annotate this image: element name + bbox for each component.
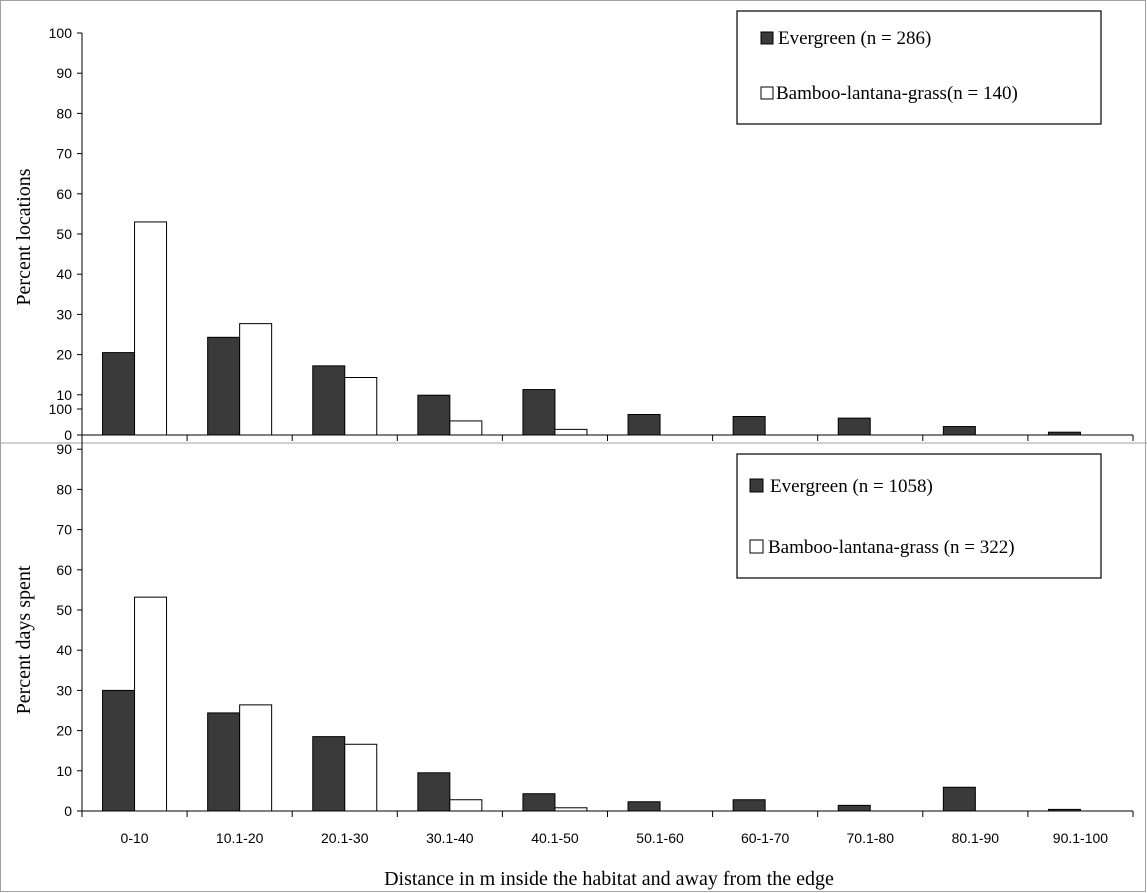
chart-top: 0 10 20 30 40 50 60 70 80 90 100 Percent locations… (13, 10, 1134, 443)
bottom-bar-bamboo-0 (134, 596, 168, 812)
bottom-category-label: 70.1-80 (847, 830, 895, 846)
bottom-xlabels: 0-10 10.1-20 20.1-30 30.1-40 40.1-50 50.1-60 6… (121, 830, 1109, 846)
bottom-bar-evergreen-3 (417, 772, 451, 812)
bottom-bar-evergreen-1 (207, 712, 241, 812)
bottom-category-label: 10.1-20 (216, 830, 264, 846)
top-ytick-label: 70 (56, 146, 72, 162)
top-bar-evergreen-2 (312, 365, 346, 436)
bottom-ylabel: Percent days spent (13, 565, 35, 714)
bottom-bar-bamboo-3 (449, 799, 483, 812)
top-ytick-label: 30 (56, 306, 72, 322)
bottom-legend-swatch-evergreen (749, 478, 764, 493)
top-legend-label-bamboo: Bamboo-lantana-grass(n = 140) (776, 83, 1018, 104)
top-bar-bamboo-4 (554, 428, 588, 436)
bottom-yticks: 0 10 20 30 40 50 60 70 80 90 100 (49, 401, 82, 819)
bottom-legend-label-evergreen: Evergreen (n = 1058) (770, 476, 933, 497)
top-bar-evergreen-8 (942, 426, 976, 436)
bottom-bar-bamboo-4 (554, 807, 588, 812)
bottom-ytick-label: 20 (56, 723, 72, 739)
bottom-ytick-label: 10 (56, 763, 72, 779)
bottom-bars (102, 596, 1081, 812)
bottom-ytick-label: 90 (56, 441, 72, 457)
bottom-category-label: 20.1-30 (321, 830, 369, 846)
top-ytick-label: 60 (56, 186, 72, 202)
top-bar-evergreen-7 (837, 417, 871, 436)
chart-bottom: 0 10 20 30 40 50 60 70 80 90 100 0-10 10.1-20 20.1-3… (13, 401, 1134, 890)
bottom-category-label: 60-1-70 (741, 830, 789, 846)
bottom-bar-evergreen-9 (1047, 808, 1081, 812)
bottom-category-label: 30.1-40 (426, 830, 474, 846)
top-ytick-label: 40 (56, 266, 72, 282)
top-ytick-label: 20 (56, 347, 72, 363)
bottom-bar-bamboo-2 (344, 743, 378, 812)
bottom-bar-bamboo-1 (239, 704, 273, 812)
bottom-xlabel: Distance in m inside the habitat and awa… (384, 868, 834, 890)
top-yticks: 0 10 20 30 40 50 60 70 80 90 100 (49, 25, 82, 443)
top-ytick-label: 10 (56, 387, 72, 403)
top-ytick-label: 100 (49, 25, 73, 41)
top-legend-label-evergreen: Evergreen (n = 286) (778, 28, 931, 49)
top-bar-evergreen-9 (1047, 431, 1081, 436)
bottom-category-label: 50.1-60 (636, 830, 684, 846)
bottom-legend: Evergreen (n = 1058) Bamboo-lantana-gras… (736, 453, 1102, 579)
top-ytick-label: 50 (56, 226, 72, 242)
bottom-bar-evergreen-8 (942, 786, 976, 812)
top-legend-swatch-evergreen (760, 31, 774, 45)
top-bar-bamboo-1 (239, 323, 273, 436)
bottom-bar-evergreen-5 (627, 801, 661, 812)
top-bar-bamboo-2 (344, 377, 378, 436)
bottom-category-label: 0-10 (121, 830, 149, 846)
top-ytick-label: 0 (64, 427, 72, 443)
bottom-ytick-label: 50 (56, 602, 72, 618)
bottom-ytick-label: 40 (56, 642, 72, 658)
top-bar-evergreen-5 (627, 413, 661, 436)
bottom-bar-evergreen-0 (102, 689, 136, 812)
bottom-ytick-label: 30 (56, 682, 72, 698)
top-legend-box (736, 10, 1102, 125)
bottom-legend-swatch-bamboo (749, 539, 764, 554)
bottom-ytick-label: 70 (56, 522, 72, 538)
top-legend-swatch-bamboo (760, 86, 774, 100)
top-ytick-label: 80 (56, 105, 72, 121)
bottom-ytick-label: 100 (49, 401, 73, 417)
top-bar-evergreen-6 (732, 416, 766, 436)
bottom-category-label: 80.1-90 (952, 830, 1000, 846)
top-bar-bamboo-0 (134, 221, 168, 436)
top-bar-evergreen-3 (417, 394, 451, 436)
bottom-category-label: 90.1-100 (1053, 830, 1108, 846)
top-legend: Evergreen (n = 286) Bamboo-lantana-grass… (736, 10, 1102, 125)
top-bars (102, 221, 1081, 436)
bottom-bar-evergreen-6 (732, 799, 766, 812)
bottom-category-label: 40.1-50 (531, 830, 579, 846)
bottom-ytick-label: 80 (56, 481, 72, 497)
bottom-bar-evergreen-4 (522, 793, 556, 812)
top-ytick-label: 90 (56, 65, 72, 81)
top-bar-evergreen-4 (522, 389, 556, 436)
top-bar-evergreen-1 (207, 336, 241, 436)
bottom-bar-evergreen-7 (837, 804, 871, 812)
bottom-legend-box (736, 453, 1102, 579)
bottom-ytick-label: 0 (64, 803, 72, 819)
top-bar-bamboo-3 (449, 420, 483, 436)
top-bar-evergreen-0 (102, 352, 136, 436)
bottom-legend-label-bamboo: Bamboo-lantana-grass (n = 322) (768, 537, 1015, 558)
bottom-ytick-label: 60 (56, 562, 72, 578)
bottom-bar-evergreen-2 (312, 736, 346, 812)
top-ylabel: Percent locations (13, 168, 35, 305)
